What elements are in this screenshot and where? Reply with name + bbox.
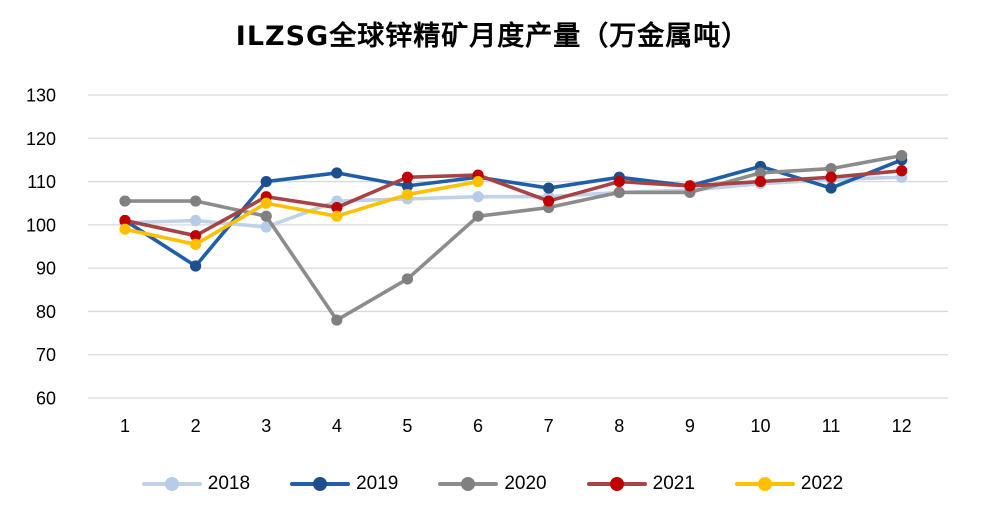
legend-dot bbox=[461, 476, 476, 491]
data-point-2018 bbox=[260, 221, 272, 233]
data-point-2022 bbox=[401, 188, 414, 201]
legend-label: 2019 bbox=[356, 473, 399, 494]
legend: 2018 2019 2020 2021 2022 bbox=[0, 474, 985, 493]
data-point-2021 bbox=[190, 230, 202, 242]
x-tick-label: 6 bbox=[473, 416, 483, 436]
data-point-2021 bbox=[754, 175, 767, 188]
legend-dot bbox=[609, 476, 624, 491]
data-point-2022 bbox=[119, 223, 131, 235]
data-point-2019 bbox=[331, 167, 343, 179]
data-point-2020 bbox=[119, 195, 131, 207]
x-tick-label: 1 bbox=[120, 416, 130, 436]
x-tick-label: 4 bbox=[332, 416, 342, 436]
x-tick-label: 5 bbox=[402, 416, 412, 436]
data-point-2018 bbox=[472, 191, 484, 203]
data-point-2020 bbox=[613, 186, 625, 198]
data-point-2019 bbox=[190, 260, 202, 272]
legend-dot bbox=[757, 476, 772, 491]
legend-marker-icon bbox=[586, 476, 647, 491]
chart-title: ILZSG全球锌精矿月度产量（万金属吨） bbox=[235, 21, 750, 52]
y-tick-label: 70 bbox=[36, 345, 56, 365]
legend-label: 2018 bbox=[207, 473, 251, 494]
data-point-2020 bbox=[260, 210, 272, 222]
legend-marker-icon bbox=[290, 476, 351, 491]
y-tick-label: 80 bbox=[36, 302, 56, 322]
data-point-2020 bbox=[331, 314, 343, 326]
data-point-2021 bbox=[543, 195, 555, 207]
series-line-2022 bbox=[123, 179, 480, 247]
data-point-2020 bbox=[754, 167, 767, 179]
y-tick-label: 100 bbox=[26, 215, 56, 235]
data-point-2022 bbox=[472, 175, 484, 188]
x-tick-label: 12 bbox=[892, 416, 912, 436]
x-tick-label: 10 bbox=[750, 416, 770, 436]
data-point-2021 bbox=[401, 171, 414, 183]
legend-item-2020: 2020 bbox=[438, 473, 547, 494]
x-tick-label: 8 bbox=[614, 416, 624, 436]
series-line-2018 bbox=[123, 175, 904, 229]
series-line-2021 bbox=[123, 168, 904, 238]
legend-item-2021: 2021 bbox=[586, 473, 695, 494]
legend-marker-icon bbox=[438, 476, 499, 491]
data-point-2021 bbox=[684, 180, 696, 192]
legend-dot bbox=[313, 476, 328, 491]
data-point-2021 bbox=[825, 171, 837, 183]
data-point-2019 bbox=[825, 182, 837, 194]
legend-label: 2020 bbox=[504, 473, 547, 494]
legend-label: 2021 bbox=[652, 473, 695, 494]
legend-item-2018: 2018 bbox=[141, 473, 251, 494]
data-point-2022 bbox=[190, 238, 202, 250]
data-point-2018 bbox=[190, 214, 202, 227]
legend-dot bbox=[164, 476, 179, 491]
data-point-2020 bbox=[472, 210, 484, 222]
data-point-2021 bbox=[331, 201, 343, 214]
y-tick-label: 90 bbox=[36, 259, 56, 279]
legend-item-2019: 2019 bbox=[290, 474, 398, 493]
data-point-2020 bbox=[896, 150, 908, 162]
data-point-2020 bbox=[401, 273, 414, 285]
data-point-2022 bbox=[331, 210, 343, 222]
legend-label: 2022 bbox=[800, 473, 844, 494]
data-point-2020 bbox=[190, 195, 202, 207]
series-line-2020 bbox=[123, 153, 904, 322]
legend-marker-icon bbox=[734, 476, 795, 491]
data-point-2021 bbox=[613, 175, 625, 188]
data-point-2021 bbox=[896, 165, 908, 177]
y-tick-label: 60 bbox=[36, 389, 56, 409]
x-tick-label: 2 bbox=[191, 416, 201, 436]
data-point-2020 bbox=[825, 162, 837, 175]
x-tick-label: 7 bbox=[544, 416, 554, 436]
x-tick-label: 3 bbox=[261, 416, 271, 436]
y-tick-label: 120 bbox=[26, 129, 56, 149]
x-tick-label: 11 bbox=[822, 416, 841, 436]
data-point-2019 bbox=[401, 180, 414, 192]
data-point-2021 bbox=[119, 214, 131, 227]
legend-item-2022: 2022 bbox=[734, 473, 844, 494]
data-point-2019 bbox=[260, 175, 272, 188]
y-tick-label: 130 bbox=[26, 86, 56, 106]
legend-marker-icon bbox=[141, 476, 202, 491]
data-point-2022 bbox=[260, 197, 272, 209]
y-tick-label: 110 bbox=[27, 172, 56, 192]
data-point-2019 bbox=[543, 182, 555, 194]
x-tick-label: 9 bbox=[685, 416, 695, 436]
series-line-2019 bbox=[123, 158, 904, 268]
